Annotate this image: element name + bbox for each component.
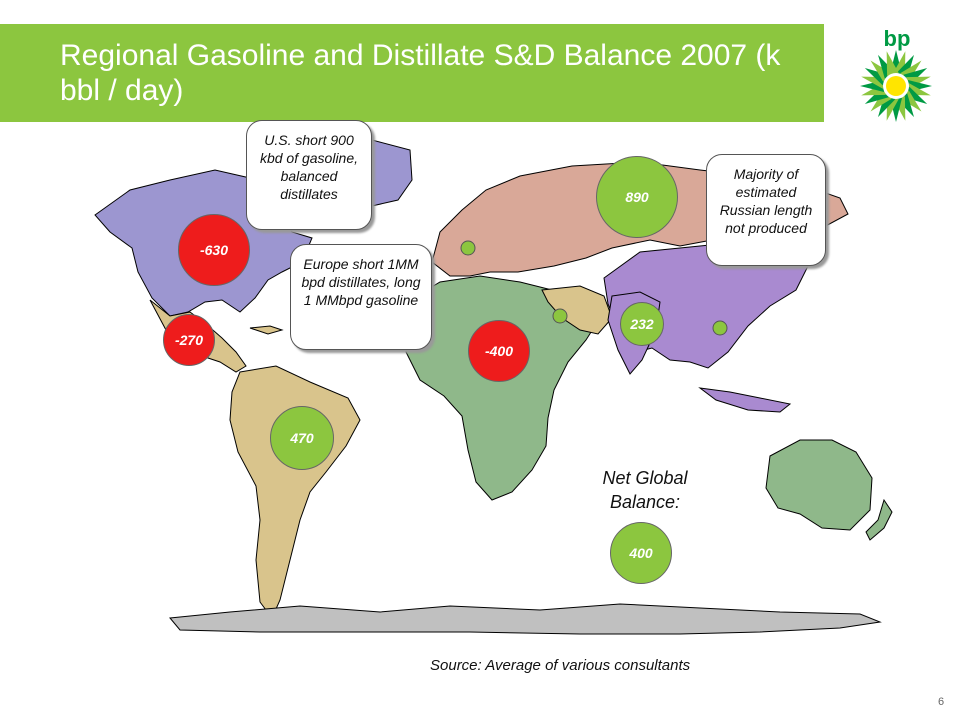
africa-mideast-region [403, 275, 601, 501]
page-number: 6 [938, 696, 945, 708]
balance-bubble-central-america: -270 [163, 314, 215, 366]
bp-logo-petal [886, 51, 899, 76]
europe-callout-text: Europe short 1MM bpd distillates, long 1… [301, 256, 421, 308]
balance-bubble-europe-africa: -400 [468, 320, 530, 382]
russia-callout: Majority of estimated Russian length not… [706, 154, 826, 266]
mideast-marker [552, 308, 568, 324]
southeast-asia-islands [698, 387, 792, 413]
us-callout-text: U.S. short 900 kbd of gasoline, balanced… [259, 132, 359, 202]
europe-marker [460, 240, 476, 256]
bp-logo: bp [852, 26, 942, 126]
source-note: Source: Average of various consultants [430, 657, 691, 674]
slide-title: Regional Gasoline and Distillate S&D Bal… [60, 39, 781, 107]
balance-bubble-south-america: 470 [270, 406, 334, 470]
bp-helios-logo-icon [860, 50, 932, 122]
net-global-bubble: 400 [610, 522, 672, 584]
balance-bubble-fsu: 890 [596, 156, 678, 238]
australia-region [765, 439, 873, 531]
bp-logo-petal [878, 93, 896, 118]
antarctica-region [169, 603, 882, 635]
europe-callout: Europe short 1MM bpd distillates, long 1… [290, 244, 432, 350]
us-callout: U.S. short 900 kbd of gasoline, balanced… [246, 120, 372, 230]
net-global-label: Net Global Balance: [602, 468, 688, 512]
bp-logo-petal [864, 68, 889, 86]
south-america-region [229, 365, 361, 619]
balance-value-europe-africa: -400 [484, 343, 514, 359]
bp-logo-petal [903, 86, 928, 104]
net-global-value: 400 [629, 545, 653, 561]
balance-value-south-america: 470 [290, 430, 314, 446]
balance-value-asia: 232 [630, 316, 654, 332]
middle-east-region [541, 285, 613, 335]
russia-callout-text: Majority of estimated Russian length not… [719, 166, 813, 236]
new-zealand-region [865, 498, 893, 541]
balance-bubble-north-america: -630 [178, 214, 250, 286]
bp-logo-petal [896, 54, 914, 79]
balance-value-central-america: -270 [174, 332, 204, 348]
balance-value-fsu: 890 [625, 189, 649, 205]
bp-logo-text: bp [883, 26, 911, 51]
caribbean-islands [249, 325, 284, 335]
balance-bubble-asia: 232 [620, 302, 664, 346]
asia-marker [712, 320, 728, 336]
title-bar: Regional Gasoline and Distillate S&D Bal… [0, 24, 824, 122]
balance-value-north-america: -630 [199, 242, 229, 258]
